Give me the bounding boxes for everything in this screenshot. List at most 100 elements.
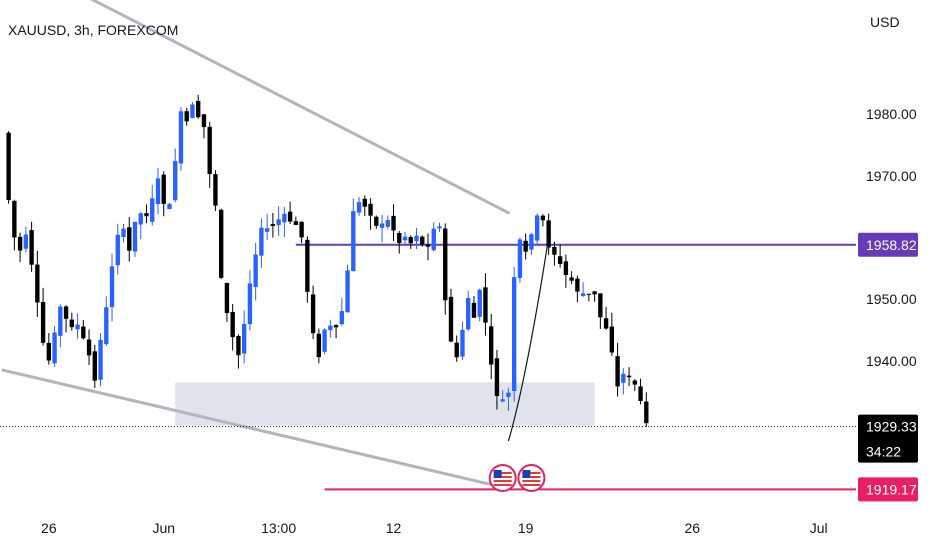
candle[interactable] xyxy=(207,121,212,188)
candle[interactable] xyxy=(638,378,643,405)
candle[interactable] xyxy=(339,297,345,326)
us-flag-icon[interactable] xyxy=(488,464,517,492)
candle[interactable] xyxy=(150,185,155,226)
candle[interactable] xyxy=(40,287,46,346)
candle[interactable] xyxy=(81,319,86,340)
candle[interactable] xyxy=(575,275,580,303)
candle[interactable] xyxy=(420,235,425,247)
candle[interactable] xyxy=(460,321,465,360)
candle[interactable] xyxy=(529,232,534,255)
candle[interactable] xyxy=(241,310,247,364)
candle[interactable] xyxy=(293,216,299,226)
candle[interactable] xyxy=(316,328,322,364)
candle[interactable] xyxy=(224,282,230,322)
candle[interactable] xyxy=(644,392,649,427)
candle[interactable] xyxy=(523,233,528,260)
candle[interactable] xyxy=(443,223,448,315)
candle[interactable] xyxy=(12,199,17,251)
candle[interactable] xyxy=(385,215,390,230)
candle[interactable] xyxy=(374,215,379,229)
candle[interactable] xyxy=(230,303,235,351)
candle[interactable] xyxy=(115,223,120,275)
candle[interactable] xyxy=(184,107,189,126)
candle[interactable] xyxy=(190,102,195,119)
candle[interactable] xyxy=(63,305,69,333)
candle[interactable] xyxy=(362,195,367,217)
candle[interactable] xyxy=(580,282,586,297)
candle[interactable] xyxy=(92,344,97,389)
price-axis[interactable] xyxy=(856,0,932,550)
candle[interactable] xyxy=(391,204,396,241)
candle[interactable] xyxy=(253,242,258,301)
candle[interactable] xyxy=(592,290,597,302)
candle[interactable] xyxy=(35,250,40,317)
candle[interactable] xyxy=(437,222,442,233)
candle[interactable] xyxy=(494,349,500,410)
candle[interactable] xyxy=(569,271,574,285)
support-price-tag[interactable]: 1919.17 xyxy=(858,477,918,502)
candle[interactable] xyxy=(17,232,23,263)
candle[interactable] xyxy=(173,148,178,203)
candle[interactable] xyxy=(621,368,626,395)
candle[interactable] xyxy=(632,379,638,392)
candle[interactable] xyxy=(448,288,454,343)
candle[interactable] xyxy=(626,367,632,386)
candle[interactable] xyxy=(98,333,103,387)
candle[interactable] xyxy=(213,170,218,211)
candle[interactable] xyxy=(127,217,132,262)
candle[interactable] xyxy=(46,333,52,365)
candle[interactable] xyxy=(104,296,109,347)
candle[interactable] xyxy=(276,206,281,236)
candle[interactable] xyxy=(586,293,592,302)
candle[interactable] xyxy=(236,334,241,369)
candle[interactable] xyxy=(540,214,546,227)
candle[interactable] xyxy=(563,254,569,288)
channel-top-line[interactable] xyxy=(3,0,510,215)
candle[interactable] xyxy=(305,236,310,303)
candle[interactable] xyxy=(167,202,172,210)
candle[interactable] xyxy=(517,237,523,283)
candle[interactable] xyxy=(345,264,350,313)
candle[interactable] xyxy=(483,273,488,336)
candle[interactable] xyxy=(603,306,609,330)
candle[interactable] xyxy=(155,167,161,215)
candle[interactable] xyxy=(287,201,293,225)
candle[interactable] xyxy=(310,285,316,340)
candle[interactable] xyxy=(23,227,29,253)
candle[interactable] xyxy=(178,107,184,171)
candle[interactable] xyxy=(402,231,408,246)
demand-zone[interactable] xyxy=(175,382,595,426)
candle[interactable] xyxy=(75,313,80,339)
candle[interactable] xyxy=(506,388,511,411)
candle[interactable] xyxy=(557,244,563,268)
candle[interactable] xyxy=(109,253,115,322)
candle[interactable] xyxy=(58,304,63,348)
candle[interactable] xyxy=(615,342,620,397)
resistance-price-tag[interactable]: 1958.82 xyxy=(858,232,918,257)
candle[interactable] xyxy=(259,218,264,268)
candle[interactable] xyxy=(489,313,494,380)
candle[interactable] xyxy=(414,227,419,250)
candle[interactable] xyxy=(397,231,402,254)
candle[interactable] xyxy=(546,213,551,256)
candle[interactable] xyxy=(322,328,327,355)
candle[interactable] xyxy=(511,267,517,402)
candle[interactable] xyxy=(609,312,615,356)
candle[interactable] xyxy=(52,326,57,367)
candle[interactable] xyxy=(356,197,362,216)
last-price-tag[interactable]: 1929.33 34:22 xyxy=(858,414,918,463)
candle[interactable] xyxy=(132,221,138,257)
candle[interactable] xyxy=(368,198,373,230)
candle[interactable] xyxy=(598,293,603,329)
projection-path[interactable] xyxy=(507,237,550,442)
candle[interactable] xyxy=(534,213,540,246)
candle[interactable] xyxy=(299,221,304,244)
candle[interactable] xyxy=(247,270,253,331)
candle[interactable] xyxy=(466,290,471,331)
candle[interactable] xyxy=(333,324,339,339)
candle[interactable] xyxy=(431,222,436,252)
candle[interactable] xyxy=(379,214,385,243)
candle[interactable] xyxy=(86,329,92,365)
